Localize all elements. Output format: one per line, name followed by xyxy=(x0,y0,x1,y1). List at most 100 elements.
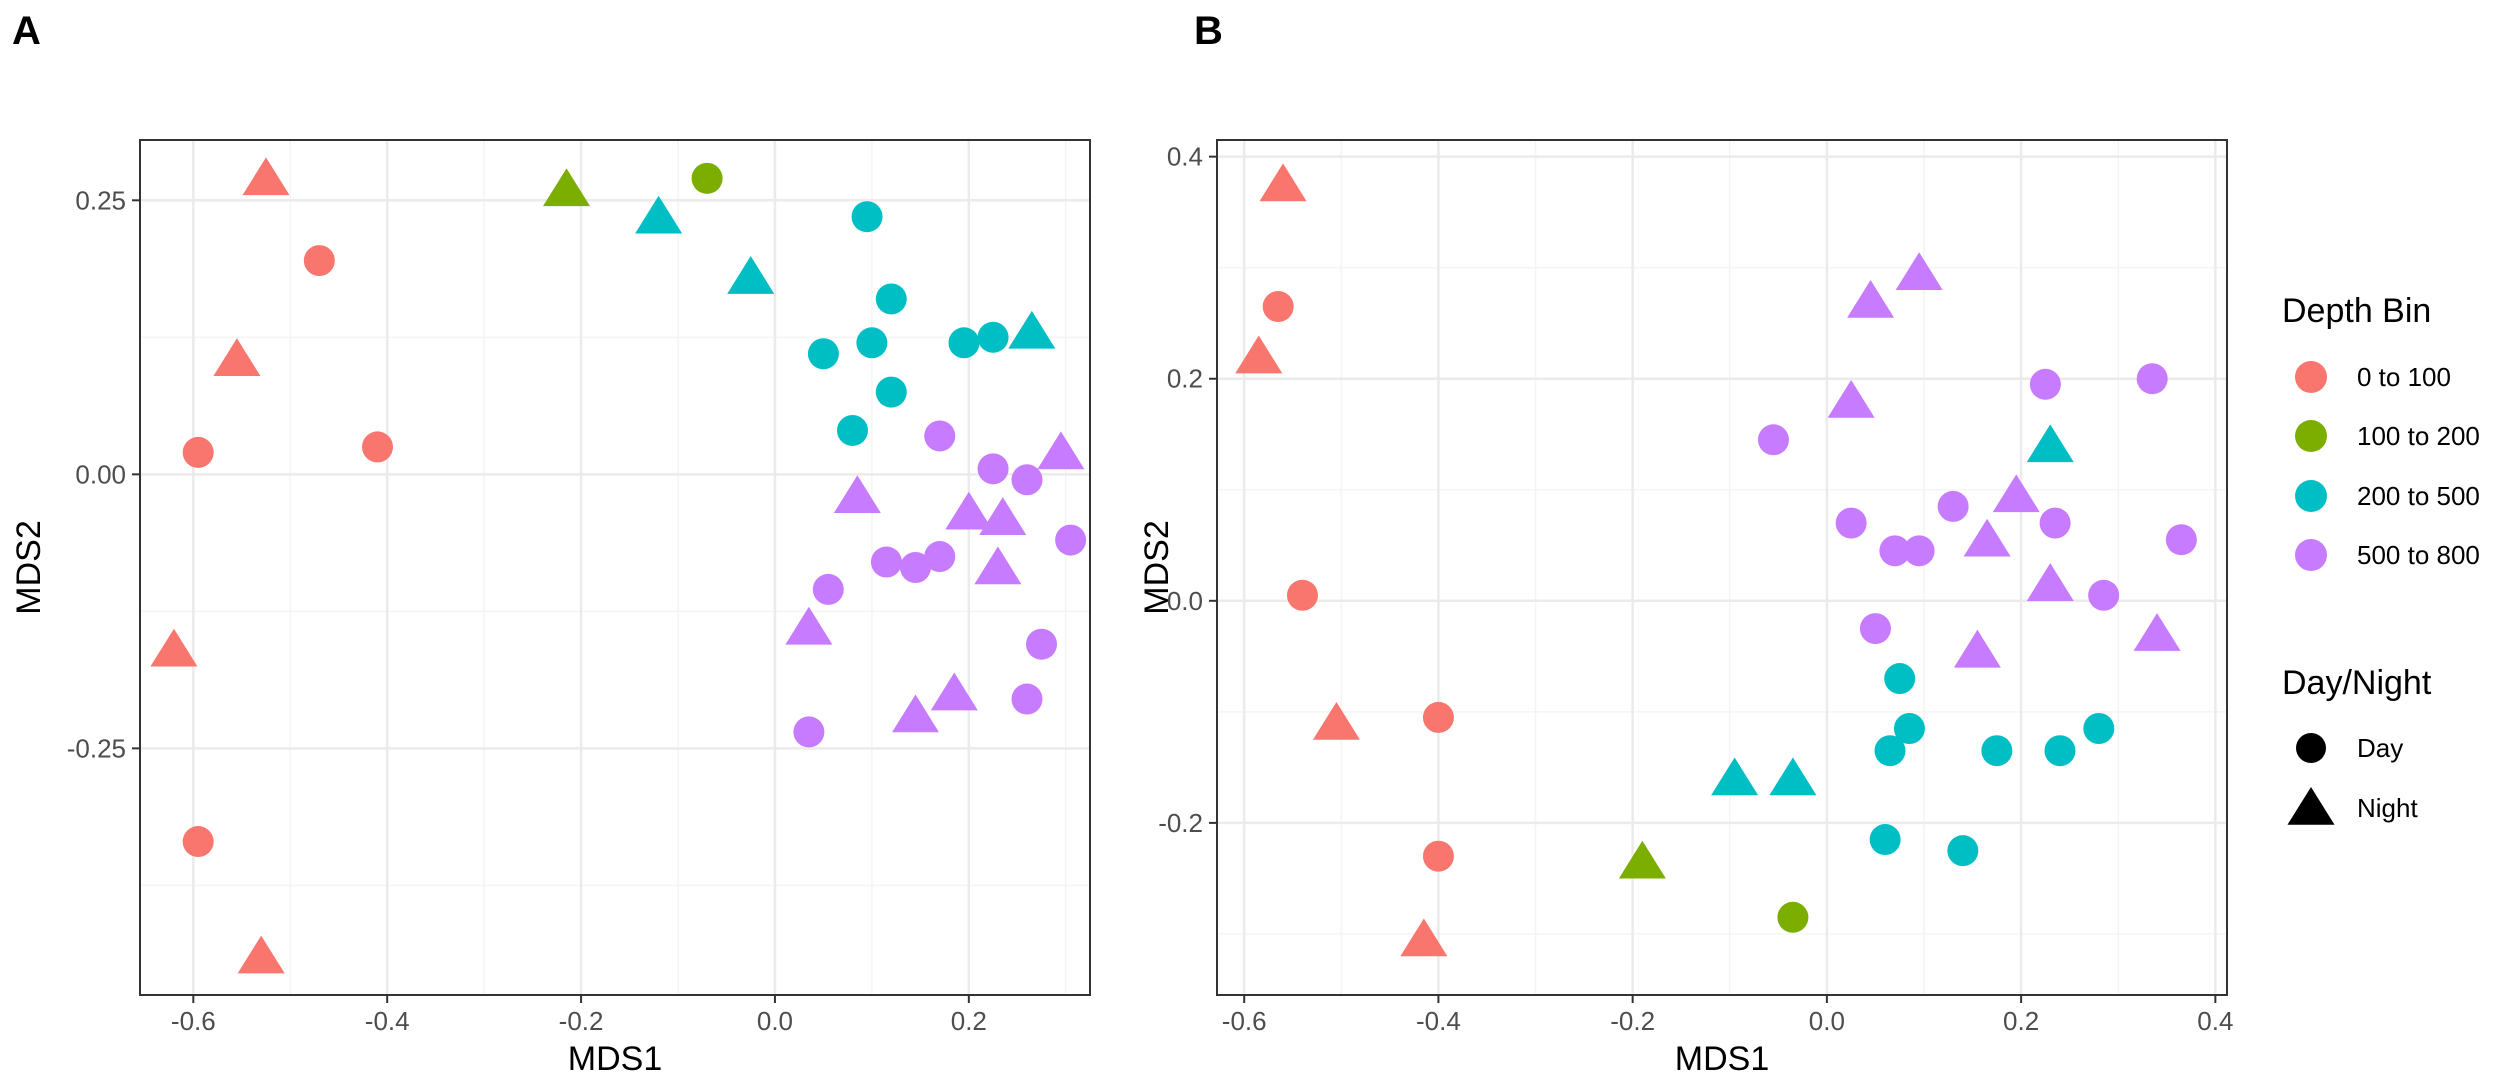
legend-shape-label: Day xyxy=(2357,733,2403,763)
point-day-circle xyxy=(1903,535,1935,567)
point-day-circle xyxy=(1262,291,1294,323)
point-day-circle xyxy=(812,573,844,605)
point-day-circle xyxy=(977,453,1009,485)
point-day-circle xyxy=(1893,713,1925,745)
point-day-circle xyxy=(837,414,868,446)
legend-triangle-key xyxy=(2287,787,2335,825)
x-tick-label: -0.6 xyxy=(171,1006,216,1036)
point-day-circle xyxy=(924,420,956,452)
point-day-circle xyxy=(1884,663,1916,695)
point-day-circle xyxy=(851,201,883,233)
point-night-triangle xyxy=(1895,252,1943,291)
legend-depth-key xyxy=(2295,361,2327,393)
legend-depth-label: 200 to 500 xyxy=(2357,481,2480,511)
point-night-triangle xyxy=(833,475,881,514)
x-tick-label: 0.4 xyxy=(2197,1006,2233,1036)
point-night-triangle xyxy=(242,157,290,196)
y-tick-label: 0.0 xyxy=(1167,586,1203,616)
x-tick-label: -0.2 xyxy=(1610,1006,1655,1036)
point-night-triangle xyxy=(1847,280,1895,318)
point-day-circle xyxy=(1011,464,1043,496)
plot-border xyxy=(139,139,1091,996)
point-night-triangle xyxy=(543,168,591,207)
point-night-triangle xyxy=(891,694,940,733)
point-night-triangle xyxy=(213,338,261,377)
point-night-triangle xyxy=(2026,563,2074,601)
legend-depth-key xyxy=(2295,420,2327,452)
x-tick-label: -0.6 xyxy=(1222,1006,1267,1036)
point-day-circle xyxy=(948,327,980,359)
point-day-circle xyxy=(182,436,214,468)
point-night-triangle xyxy=(2133,613,2181,651)
point-day-circle xyxy=(2083,713,2115,745)
point-day-circle xyxy=(875,283,907,315)
legend: Depth Bin Day/Night 0 to 100 100 to 200 20… xyxy=(2282,292,2480,825)
legend-circle-key xyxy=(2296,733,2326,763)
y-axis-label: MDS2 xyxy=(1138,520,1176,614)
point-day-circle xyxy=(691,162,723,194)
point-day-circle xyxy=(875,376,907,408)
point-day-circle xyxy=(1422,840,1454,872)
legend-depth-label: 0 to 100 xyxy=(2357,362,2451,392)
point-day-circle xyxy=(1011,683,1043,715)
panel-a: A -0.6 -0.4 -0.2 0.0 0.2 0.25 0.00 -0.25 MDS1 MDS2 xyxy=(10,9,1091,1078)
point-day-circle xyxy=(1835,507,1867,539)
point-day-circle xyxy=(793,716,825,748)
point-night-triangle xyxy=(1827,379,1875,418)
point-day-circle xyxy=(1981,735,2013,767)
point-night-triangle xyxy=(785,606,833,645)
point-day-circle xyxy=(807,338,839,370)
point-day-circle xyxy=(1874,735,1906,767)
point-day-circle xyxy=(1879,535,1911,567)
point-day-circle xyxy=(2088,579,2120,611)
panel-b: B -0.6 -0.4 -0.2 0.0 0.2 0.4 0.4 0.2 0.0 -0.2 MDS1 M… xyxy=(1138,9,2233,1078)
point-night-triangle xyxy=(1400,918,1448,957)
x-axis-label: MDS1 xyxy=(568,1040,662,1078)
point-night-triangle xyxy=(2026,424,2074,463)
legend-shape-label: Night xyxy=(2357,793,2418,823)
legend-shape-title: Day/Night xyxy=(2282,664,2432,702)
point-night-triangle xyxy=(1618,840,1666,879)
point-night-triangle xyxy=(1769,757,1817,796)
point-night-triangle xyxy=(727,256,775,294)
legend-depth-key xyxy=(2295,480,2327,512)
point-day-circle xyxy=(924,541,956,573)
point-day-circle xyxy=(1777,901,1809,933)
point-day-circle xyxy=(856,327,888,359)
point-night-triangle xyxy=(974,546,1022,585)
legend-depth-label: 500 to 800 xyxy=(2357,540,2480,570)
point-night-triangle xyxy=(1711,757,1759,796)
point-night-triangle xyxy=(635,195,683,234)
point-night-triangle xyxy=(1235,335,1283,374)
point-day-circle xyxy=(977,321,1009,353)
x-tick-label: -0.4 xyxy=(365,1006,410,1036)
point-night-triangle xyxy=(237,935,285,974)
point-day-circle xyxy=(870,546,902,578)
point-day-circle xyxy=(2165,524,2197,556)
point-day-circle xyxy=(1026,628,1058,660)
point-day-circle xyxy=(2039,507,2071,539)
point-night-triangle xyxy=(1312,701,1360,740)
point-night-triangle xyxy=(150,628,198,667)
point-night-triangle xyxy=(1037,431,1085,470)
point-day-circle xyxy=(1947,835,1979,867)
y-tick-label: -0.2 xyxy=(1158,808,1203,838)
point-day-circle xyxy=(362,431,393,463)
panel-letter: A xyxy=(12,9,41,53)
point-day-circle xyxy=(1757,424,1789,456)
point-night-triangle xyxy=(1259,163,1307,202)
x-axis-label: MDS1 xyxy=(1675,1040,1769,1078)
point-day-circle xyxy=(1422,701,1454,733)
plot-background xyxy=(1217,140,2227,995)
plot-border xyxy=(1216,139,2228,996)
y-axis-label: MDS2 xyxy=(10,520,48,614)
point-day-circle xyxy=(1869,824,1901,856)
point-day-circle xyxy=(2029,368,2061,400)
point-night-triangle xyxy=(979,497,1027,535)
point-day-circle xyxy=(1055,524,1087,556)
x-tick-label: -0.2 xyxy=(559,1006,604,1036)
y-tick-label: 0.25 xyxy=(75,185,126,215)
point-day-circle xyxy=(1937,490,1969,522)
y-tick-label: 0.00 xyxy=(75,459,126,489)
